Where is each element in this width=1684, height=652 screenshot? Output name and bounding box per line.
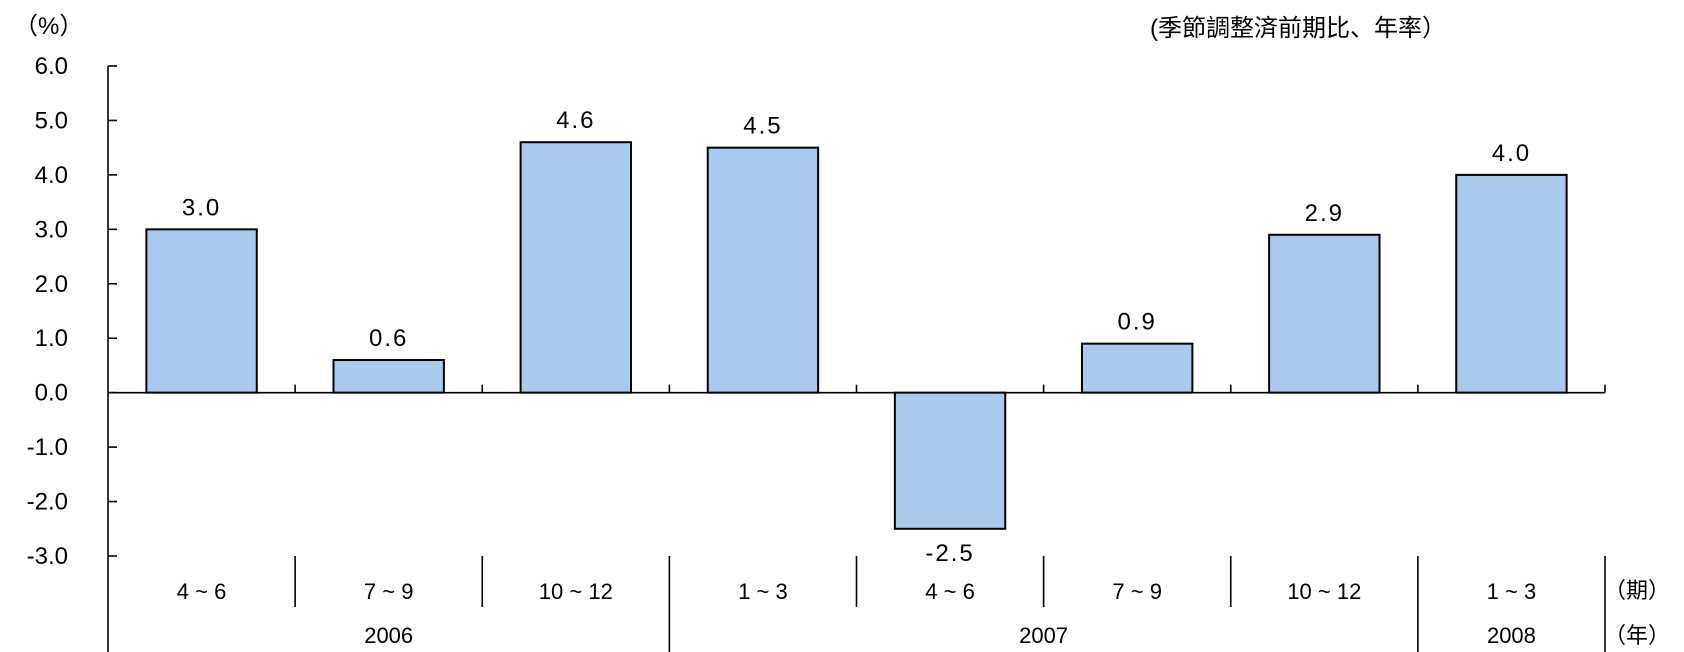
y-tick-label: 5.0 [35,107,68,134]
y-tick-label: 4.0 [35,162,68,189]
bar [145,228,258,394]
period-axis-label: （期） [1604,578,1671,603]
y-tick-label: -3.0 [27,543,68,570]
year-label: 2007 [1019,623,1068,648]
data-label: 4.6 [556,107,595,134]
bar [1455,173,1568,394]
category-label: 7 ~ 9 [364,579,414,604]
bar [893,391,1007,530]
bar [332,359,445,394]
bar [1268,233,1381,394]
data-label: 3.0 [182,194,221,221]
y-tick-label: 6.0 [35,53,68,80]
category-label: 4 ~ 6 [925,579,975,604]
unit-label: （%） [14,13,84,40]
y-tick-label: -2.0 [27,489,68,516]
data-label: -2.5 [925,540,974,567]
category-label: 1 ~ 3 [738,579,788,604]
y-tick-label: 0.0 [35,380,68,407]
data-label: 2.9 [1305,200,1344,227]
bar [706,146,820,394]
data-label: 0.9 [1118,309,1157,336]
bar [1080,342,1194,394]
category-label: 7 ~ 9 [1112,579,1162,604]
y-tick-label: -1.0 [27,434,68,461]
y-tick-label: 2.0 [35,271,68,298]
data-label: 4.0 [1492,140,1531,167]
category-label: 10 ~ 12 [539,579,613,604]
data-label: 0.6 [369,325,408,352]
category-label: 1 ~ 3 [1487,579,1537,604]
year-axis-label: （年） [1604,623,1671,648]
year-label: 2008 [1487,623,1536,648]
year-label: 2006 [364,623,413,648]
data-label: 4.5 [743,113,782,140]
chart-note: (季節調整済前期比、年率） [1150,15,1446,42]
category-label: 10 ~ 12 [1287,579,1361,604]
bar [519,141,633,394]
y-tick-label: 1.0 [35,325,68,352]
y-tick-label: 3.0 [35,216,68,243]
category-label: 4 ~ 6 [177,579,227,604]
